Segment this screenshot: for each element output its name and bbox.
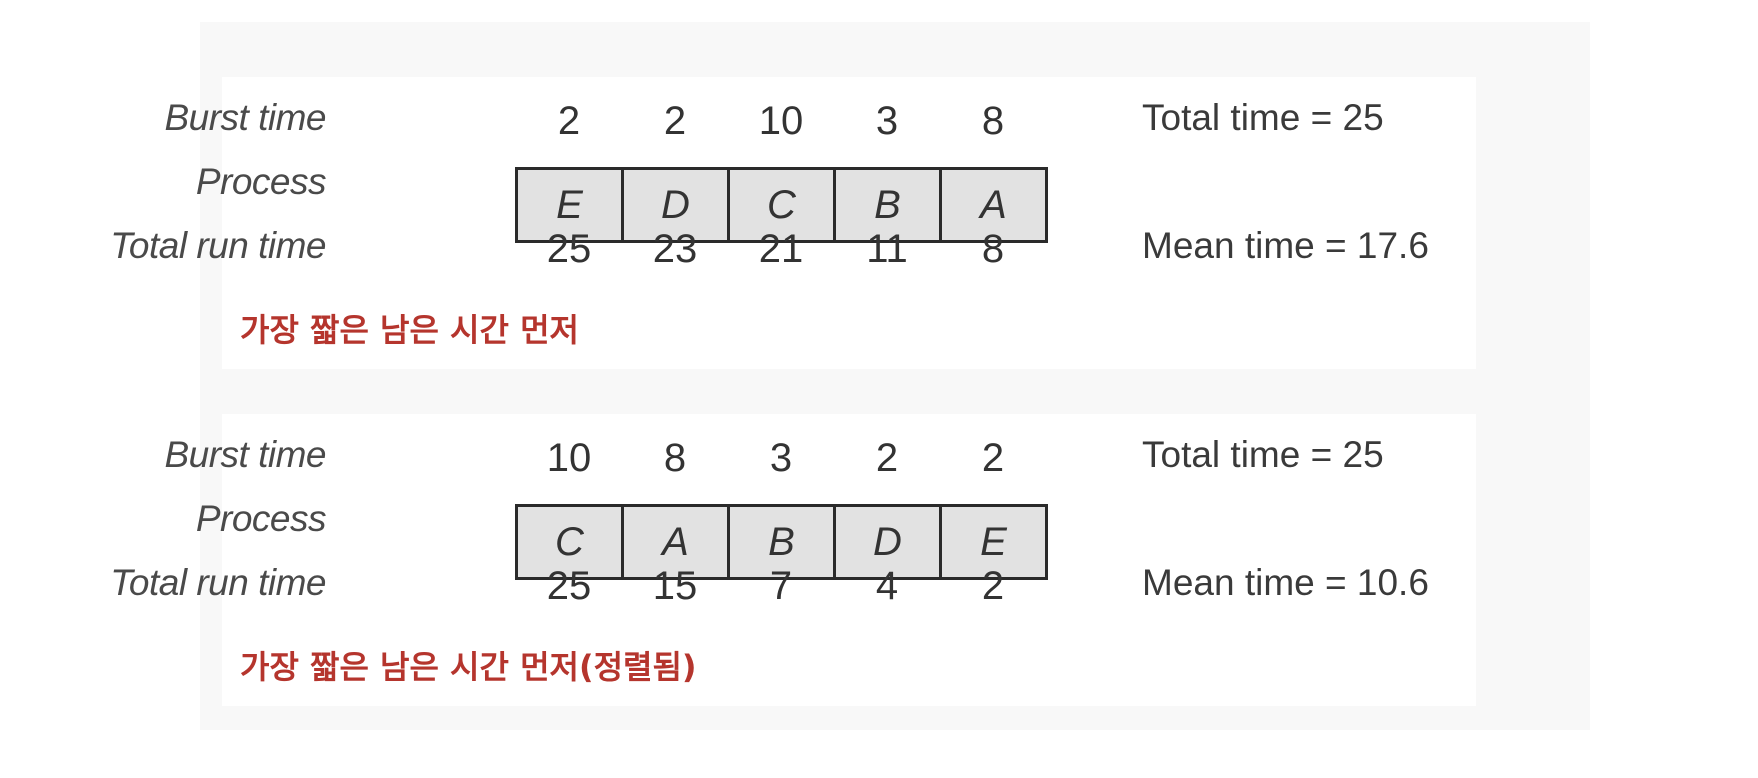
process-strip: C A B D E xyxy=(515,504,1048,580)
burst-time-value: 3 xyxy=(769,436,793,480)
burst-time-value: 10 xyxy=(758,99,804,143)
process-cell: C xyxy=(555,519,584,564)
process-cell: E xyxy=(939,507,1045,577)
process-cell: A xyxy=(939,170,1045,240)
schedule-panel-unsorted: Burst time Process Total run time 2 2 10… xyxy=(110,77,1476,369)
process-label: Process xyxy=(195,498,327,539)
total-run-time-value: 23 xyxy=(652,227,698,271)
total-time-stat: Total time = 25 xyxy=(1142,97,1384,138)
burst-time-value: 2 xyxy=(981,436,1005,480)
process-cell: A xyxy=(621,507,727,577)
total-run-time-value: 2 xyxy=(981,564,1005,608)
process-cell: B xyxy=(727,507,833,577)
burst-time-label: Burst time xyxy=(164,434,326,475)
mean-time-stat: Mean time = 17.6 xyxy=(1142,225,1429,266)
panel-caption: 가장 짧은 남은 시간 먼저 xyxy=(240,311,579,349)
burst-time-value: 2 xyxy=(875,436,899,480)
burst-time-value: 3 xyxy=(875,99,899,143)
burst-time-label: Burst time xyxy=(164,97,326,138)
burst-time-value: 2 xyxy=(557,99,581,143)
burst-time-value: 8 xyxy=(981,99,1005,143)
burst-time-value: 2 xyxy=(663,99,687,143)
panel-caption: 가장 짧은 남은 시간 먼저(정렬됨) xyxy=(240,648,697,686)
burst-time-value: 8 xyxy=(663,436,687,480)
total-run-time-value: 25 xyxy=(546,227,592,271)
total-run-time-label: Total run time xyxy=(110,562,326,603)
total-run-time-value: 4 xyxy=(875,564,899,608)
total-run-time-value: 21 xyxy=(758,227,804,271)
schedule-panel-sorted: Burst time Process Total run time 10 8 3… xyxy=(110,414,1476,706)
total-run-time-value: 25 xyxy=(546,564,592,608)
process-cell: D xyxy=(833,507,939,577)
total-run-time-label: Total run time xyxy=(110,225,326,266)
mean-time-stat: Mean time = 10.6 xyxy=(1142,562,1429,603)
total-run-time-value: 15 xyxy=(652,564,698,608)
process-cell: C xyxy=(727,170,833,240)
process-cell: D xyxy=(621,170,727,240)
process-label: Process xyxy=(195,161,327,202)
process-cell: E xyxy=(556,182,583,227)
total-run-time-value: 7 xyxy=(769,564,793,608)
burst-time-value: 10 xyxy=(546,436,592,480)
process-cell: B xyxy=(833,170,939,240)
total-run-time-value: 11 xyxy=(866,227,908,271)
total-run-time-value: 8 xyxy=(981,227,1005,271)
process-strip: E D C B A xyxy=(515,167,1048,243)
total-time-stat: Total time = 25 xyxy=(1142,434,1384,475)
